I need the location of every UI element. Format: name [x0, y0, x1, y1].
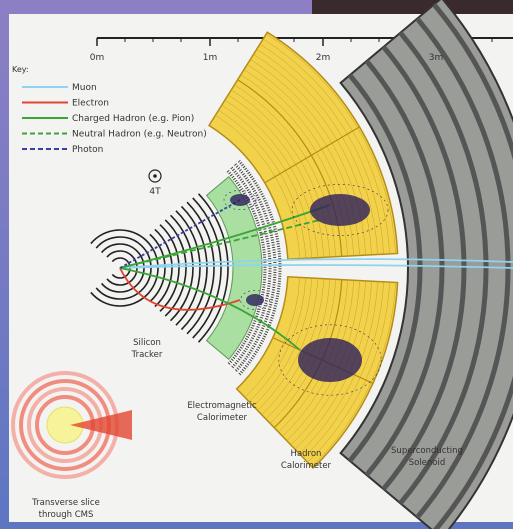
panel-top — [9, 14, 312, 20]
electron-track — [119, 267, 241, 311]
detector — [11, 0, 513, 529]
component-label: through CMS — [39, 510, 94, 520]
component-label: Hadron — [291, 449, 322, 459]
tracker-layer — [197, 193, 229, 343]
energy-deposit — [310, 194, 370, 226]
field-label: 4T — [149, 187, 161, 197]
component-label: Calorimeter — [281, 461, 332, 471]
key-label: Photon — [72, 145, 103, 155]
tracker-layer — [180, 205, 208, 331]
solenoid-stripe — [347, 73, 423, 463]
tracker-layer — [186, 201, 215, 335]
component-label: Transverse slice — [31, 498, 100, 508]
texts: 0m 1m 2m 3m Key: Muon Electron Charged Hadron (… — [12, 53, 463, 520]
tracker-layer — [95, 236, 152, 300]
key-label: Neutral Hadron (e.g. Neutron) — [72, 130, 207, 140]
inset-wedge — [70, 410, 132, 440]
component-label: Superconducting — [391, 446, 463, 456]
energy-halo — [223, 190, 257, 210]
muon-track — [119, 258, 513, 269]
solenoid — [339, 0, 513, 529]
energy-halo — [291, 184, 389, 236]
hadron-track — [119, 267, 301, 351]
component-label: Calorimeter — [197, 413, 248, 423]
field-symbol — [148, 169, 162, 183]
energy-halo — [240, 290, 270, 310]
neutral-track — [119, 219, 321, 269]
key-label: Muon — [72, 83, 97, 93]
energy-deposit — [230, 194, 250, 206]
component-label: Silicon — [133, 338, 161, 348]
solenoid-stripe — [364, 59, 445, 477]
photon-track — [119, 199, 241, 269]
scale-label: 3m — [429, 53, 444, 63]
scale-label: 2m — [316, 53, 331, 63]
component-label: Solenoid — [409, 458, 446, 468]
muon-track — [119, 264, 513, 269]
key-label: Electron — [72, 99, 109, 109]
component-label: Electromagnetic — [187, 401, 257, 411]
solenoid-stripe — [381, 45, 467, 491]
field-dot — [153, 174, 157, 178]
tracker-layer — [154, 228, 173, 308]
tracker-layer — [149, 233, 166, 303]
energy-deposit — [246, 294, 264, 306]
energy-deposit — [298, 338, 362, 382]
solenoid-stripe — [432, 2, 513, 529]
energy-halo — [278, 324, 382, 396]
key-label: Charged Hadron (e.g. Pion) — [72, 114, 194, 124]
tracker-layer — [175, 210, 201, 326]
ecal-hatch — [230, 166, 272, 370]
scale-label: 1m — [203, 53, 218, 63]
top-strip — [312, 0, 513, 14]
tracker-layer — [164, 219, 187, 317]
hcal-split — [264, 126, 360, 184]
scale-label: 0m — [90, 53, 105, 63]
tracker-layer — [159, 224, 180, 312]
component-label: Tracker — [131, 350, 163, 360]
ecal-hatch — [226, 169, 267, 367]
key-title: Key: — [12, 65, 29, 74]
tracker-layer — [192, 197, 222, 339]
tracker-layer — [90, 229, 159, 307]
